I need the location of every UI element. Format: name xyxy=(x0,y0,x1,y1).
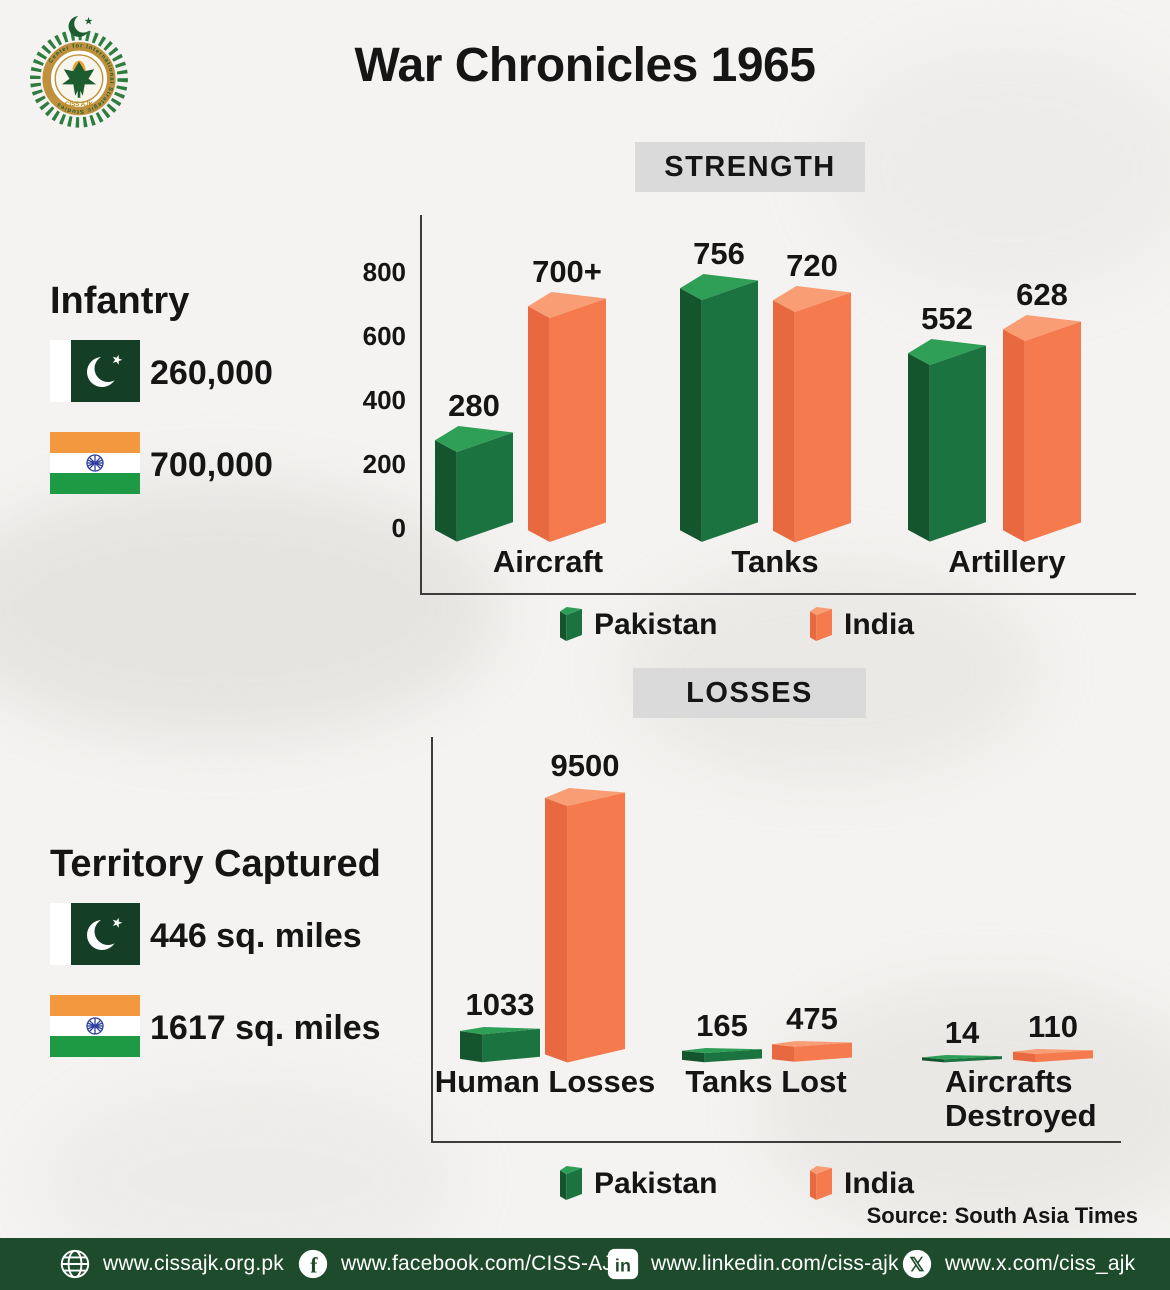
legend-swatch-india xyxy=(810,1166,832,1200)
bar-pakistan-loss-0 xyxy=(460,1026,540,1062)
bar-pakistan-loss-1 xyxy=(682,1047,762,1062)
territory-india-value: 1617 sq. miles xyxy=(150,1009,381,1047)
legend-label-pakistan: Pakistan xyxy=(594,608,718,641)
category-label: Human Losses xyxy=(434,1064,656,1099)
category-label: Tanks xyxy=(731,544,819,579)
footer-link-globe[interactable]: www.cissajk.org.pk xyxy=(58,1238,284,1290)
svg-text:𝕏: 𝕏 xyxy=(909,1255,924,1276)
bar-value-label: 700+ xyxy=(532,254,602,289)
y-axis-tick: 800 xyxy=(362,257,406,287)
bar-value-label: 720 xyxy=(786,248,838,283)
legend-label-india: India xyxy=(844,608,915,641)
strength-section-label: STRENGTH xyxy=(635,142,865,192)
footer-link-label: www.cissajk.org.pk xyxy=(103,1252,284,1275)
category-label: Artillery xyxy=(948,544,1066,579)
y-axis-tick: 400 xyxy=(362,385,406,415)
x-icon: 𝕏 xyxy=(900,1247,934,1281)
svg-text:CISS AJK: CISS AJK xyxy=(65,101,94,108)
bar-value-label: 280 xyxy=(448,388,500,423)
y-axis-tick: 600 xyxy=(362,321,406,351)
footer-link-label: www.linkedin.com/ciss-ajk xyxy=(651,1252,899,1275)
legend-label-pakistan: Pakistan xyxy=(594,1167,718,1200)
facebook-icon: f xyxy=(296,1247,330,1281)
bar-india-loss-1 xyxy=(772,1041,852,1062)
footer-link-x[interactable]: 𝕏 www.x.com/ciss_ajk xyxy=(900,1238,1135,1290)
territory-pakistan-value: 446 sq. miles xyxy=(150,917,362,955)
source-credit: Source: South Asia Times xyxy=(866,1203,1138,1228)
infantry-title: Infantry xyxy=(50,280,190,322)
linkedin-icon: in xyxy=(606,1247,640,1281)
pakistan-flag-territory: ★ xyxy=(50,903,140,965)
pakistan-flag: ★ xyxy=(50,340,140,402)
ciss-logo: Center for International Strategic Studi… xyxy=(30,14,128,128)
losses-section-label: LOSSES xyxy=(633,668,866,718)
svg-text:★: ★ xyxy=(84,17,93,28)
globe-icon xyxy=(58,1247,92,1281)
y-axis-tick: 0 xyxy=(391,513,406,543)
footer-link-linkedin[interactable]: in www.linkedin.com/ciss-ajk xyxy=(606,1238,899,1290)
bar-value-label: 475 xyxy=(786,1001,838,1036)
bar-value-label: 756 xyxy=(693,236,745,271)
footer-bar: www.cissajk.org.pk f www.facebook.com/CI… xyxy=(0,1238,1170,1290)
bar-pakistan-aircraft xyxy=(435,426,513,542)
category-label: Aircraft xyxy=(492,544,604,579)
bar-pakistan-tanks xyxy=(680,274,758,542)
legend-swatch-pakistan xyxy=(560,1166,582,1200)
india-flag xyxy=(50,432,140,494)
bar-pakistan-loss-2 xyxy=(922,1054,1002,1062)
y-axis-tick: 200 xyxy=(362,449,406,479)
bar-value-label: 1033 xyxy=(465,987,535,1022)
axis-line xyxy=(420,593,1136,595)
bar-value-label: 9500 xyxy=(550,748,620,783)
india-flag-territory xyxy=(50,995,140,1057)
category-label: Aircrafts Destroyed xyxy=(945,1064,1097,1133)
bar-value-label: 14 xyxy=(944,1015,980,1050)
bar-india-loss-2 xyxy=(1013,1048,1093,1062)
infantry-india-value: 700,000 xyxy=(150,446,273,484)
footer-link-label: www.x.com/ciss_ajk xyxy=(945,1252,1136,1275)
svg-text:in: in xyxy=(615,1256,631,1276)
bar-value-label: 552 xyxy=(921,301,973,336)
bar-india-loss-0 xyxy=(545,787,625,1062)
svg-text:f: f xyxy=(310,1254,318,1278)
legend-label-india: India xyxy=(844,1167,915,1200)
footer-link-facebook[interactable]: f www.facebook.com/CISS-AJK xyxy=(296,1238,627,1290)
legend-swatch-pakistan xyxy=(560,607,582,641)
infantry-pakistan-value: 260,000 xyxy=(150,354,273,392)
bar-india-tanks xyxy=(773,285,851,542)
bar-value-label: 165 xyxy=(696,1008,748,1043)
svg-text:★: ★ xyxy=(109,351,125,369)
bar-india-artillery xyxy=(1003,315,1081,542)
svg-text:★: ★ xyxy=(109,914,125,932)
bar-value-label: 110 xyxy=(1027,1009,1078,1044)
bar-india-aircraft xyxy=(528,292,606,542)
page-title: War Chronicles 1965 xyxy=(354,39,816,92)
category-label: Tanks Lost xyxy=(685,1064,847,1099)
axis-line xyxy=(431,737,433,1143)
footer-link-label: www.facebook.com/CISS-AJK xyxy=(341,1252,628,1275)
territory-title: Territory Captured xyxy=(50,843,381,885)
axis-line xyxy=(420,215,422,594)
axis-line xyxy=(431,1141,1121,1143)
bar-pakistan-artillery xyxy=(908,339,986,542)
bar-value-label: 628 xyxy=(1016,277,1068,312)
legend-swatch-india xyxy=(810,607,832,641)
